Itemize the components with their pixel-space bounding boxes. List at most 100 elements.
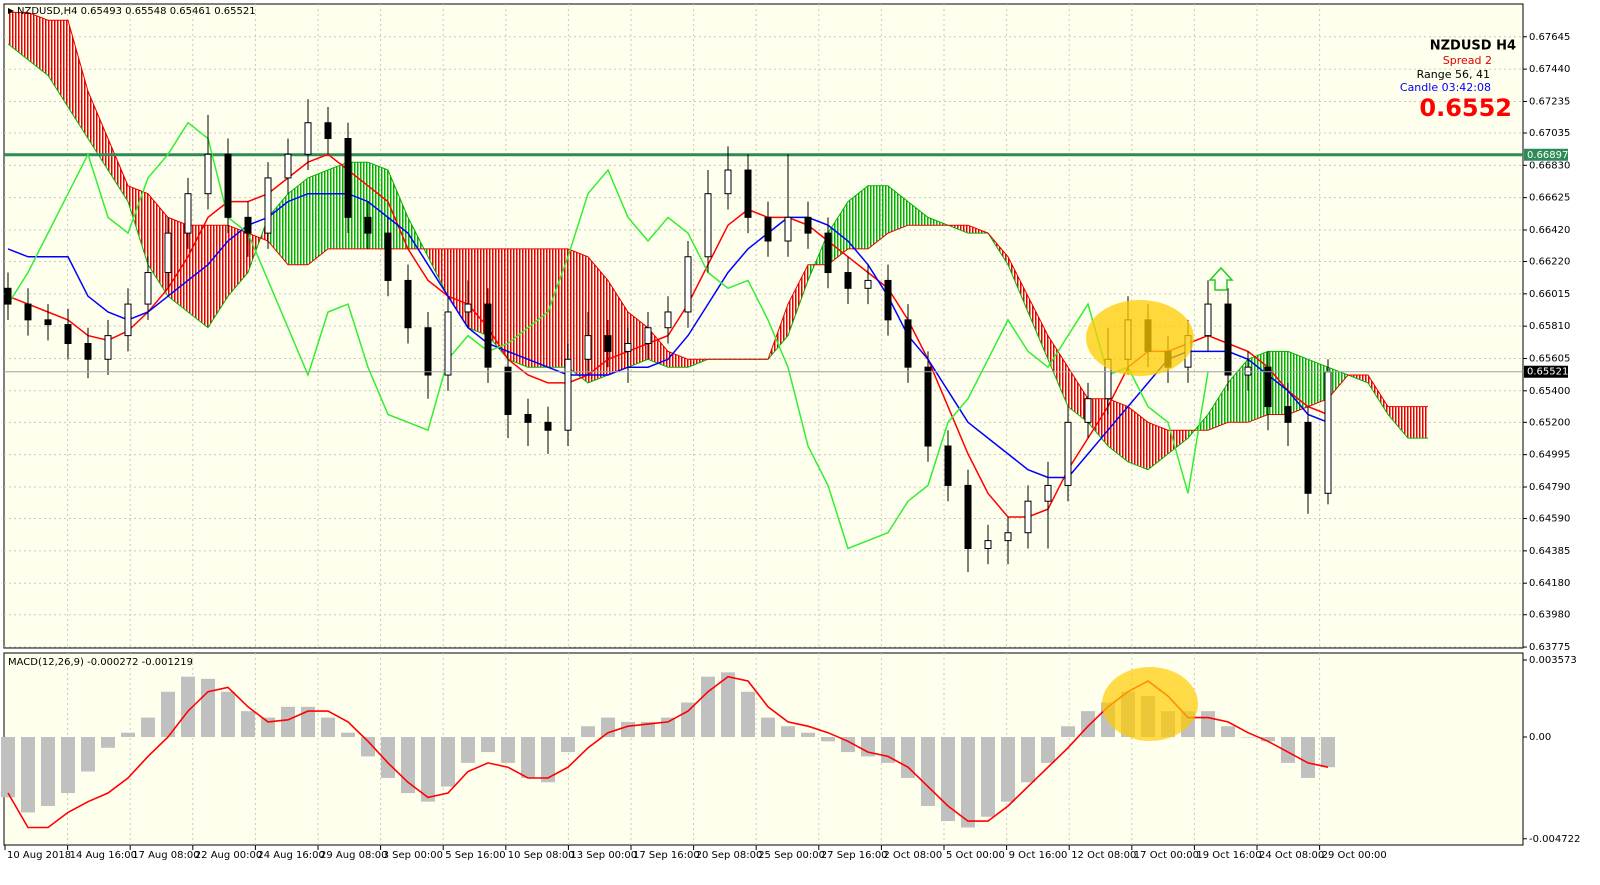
candle-body (424, 327, 432, 376)
y-tick-label: 0.66220 (1529, 257, 1570, 268)
candle-body (1004, 532, 1012, 542)
candle-body (344, 138, 352, 218)
x-tick-label: 29 Oct 00:00 (1322, 850, 1387, 861)
macd-bar (141, 717, 155, 738)
cloud-segment (448, 248, 468, 328)
candle-body (1264, 366, 1272, 408)
y-tick-label: 0.63980 (1529, 610, 1570, 621)
macd-bar (441, 737, 455, 787)
x-tick-label: 25 Sep 00:00 (758, 850, 825, 861)
y-tick-label: 0.65200 (1529, 417, 1570, 428)
macd-bar (241, 711, 255, 738)
candle-body (4, 287, 12, 305)
cloud-segment (48, 20, 68, 108)
macd-bar (181, 676, 195, 738)
cloud-segment (208, 225, 228, 328)
macd-bar (1221, 726, 1235, 738)
y-tick-label: 0.66015 (1529, 289, 1570, 300)
macd-bar (541, 737, 555, 783)
y-tick-label: 0.64590 (1529, 514, 1570, 525)
x-tick-label: 17 Sep 16:00 (633, 850, 700, 861)
cloud-segment (428, 248, 448, 297)
macd-bar (661, 717, 675, 738)
candle-body (724, 169, 732, 195)
x-tick-label: 9 Oct 16:00 (1009, 850, 1068, 861)
macd-bar (561, 737, 575, 753)
candle-body (564, 358, 572, 431)
cloud-segment (1048, 335, 1068, 407)
cloud-segment (28, 12, 48, 76)
info-symbol: NZDUSD H4 (1430, 39, 1516, 54)
x-tick-label: 14 Aug 16:00 (70, 850, 137, 861)
x-tick-label: 5 Sep 16:00 (445, 850, 505, 861)
macd-bar (321, 717, 335, 738)
highlight-ellipse (1102, 667, 1198, 741)
macd-bar (1241, 737, 1255, 738)
info-range: Range 56, 41 (1417, 68, 1490, 81)
y-tick-label: 0.65605 (1529, 353, 1570, 364)
candle-body (1244, 366, 1252, 376)
candle-body (904, 319, 912, 368)
info-spread: Spread 2 (1443, 54, 1492, 67)
candle-body (444, 311, 452, 376)
cloud-segment (1408, 406, 1428, 439)
macd-bar (1001, 737, 1015, 802)
candle-body (1024, 500, 1032, 534)
level-label-bg (1524, 148, 1568, 161)
macd-bar (1201, 711, 1215, 738)
cloud-segment (1148, 422, 1168, 470)
macd-bar (1061, 726, 1075, 738)
candle-body (984, 540, 992, 549)
y-tick-label: 0.65400 (1529, 386, 1570, 397)
x-tick-label: 12 Oct 08:00 (1071, 850, 1136, 861)
macd-bar (101, 737, 115, 748)
macd-bar (781, 726, 795, 738)
macd-bar (1281, 737, 1295, 763)
cloud-segment (548, 248, 568, 368)
macd-bar (161, 691, 175, 738)
macd-bar (221, 691, 235, 738)
candle-body (624, 343, 632, 352)
cloud-segment (868, 185, 888, 249)
y-tick-label: 0.67235 (1529, 96, 1570, 107)
candle-body (944, 445, 952, 486)
y-tick-label: 0.66420 (1529, 225, 1570, 236)
info-price: 0.6552 (1419, 94, 1512, 122)
candle-body (184, 193, 192, 234)
cloud-segment (788, 264, 808, 336)
x-tick-label: 27 Sep 16:00 (821, 850, 888, 861)
macd-bar (921, 737, 935, 806)
macd-bar (841, 737, 855, 753)
macd-bar (961, 737, 975, 828)
candle-body (1224, 303, 1232, 376)
macd-bar (521, 737, 535, 778)
macd-bar (341, 732, 355, 738)
candle-body (1084, 398, 1092, 423)
macd-bar (581, 726, 595, 738)
x-tick-label: 17 Aug 08:00 (132, 850, 199, 861)
up-arrow (1208, 266, 1234, 291)
macd-bar (741, 691, 755, 738)
candle-body (784, 216, 792, 242)
candle-body (404, 279, 412, 329)
macd-bar (701, 676, 715, 738)
x-tick-label: 3 Sep 00:00 (383, 850, 443, 861)
candle-body (604, 335, 612, 352)
macd-bar (201, 678, 215, 738)
cloud-segment (528, 248, 548, 368)
y-tick-label: 0.003573 (1529, 655, 1577, 666)
x-tick-label: 24 Oct 08:00 (1259, 850, 1324, 861)
macd-bar (981, 737, 995, 817)
x-tick-label: 5 Oct 00:00 (946, 850, 1005, 861)
macd-bar (81, 737, 95, 772)
cloud-segment (468, 248, 488, 336)
macd-bar (1081, 711, 1095, 738)
x-tick-label: 19 Oct 16:00 (1196, 850, 1261, 861)
y-tick-label: 0.67645 (1529, 32, 1570, 43)
cloud-segment (1168, 430, 1188, 454)
macd-bar (641, 721, 655, 738)
macd-bar (1301, 737, 1315, 778)
macd-bar (621, 721, 635, 738)
